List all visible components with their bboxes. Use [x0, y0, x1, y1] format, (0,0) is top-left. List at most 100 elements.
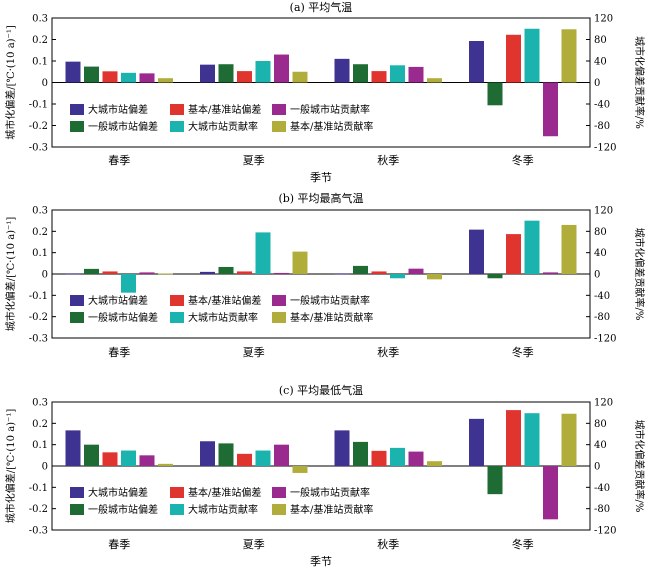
- bar-gen-bias: [353, 265, 368, 274]
- legend-swatch-gen-bias: [70, 312, 84, 323]
- right-tick-label: -80: [594, 312, 610, 323]
- y-axis-label: 城市化偏差/[℃·(10 a)⁻¹]: [4, 25, 17, 140]
- legend-label-big-contrib: 大城市站贡献率: [188, 503, 258, 516]
- legend-label-big-bias: 大城市站偏差: [88, 294, 148, 307]
- left-tick-label: -0.3: [29, 526, 48, 537]
- y-axis-label: 城市化偏差/[℃·(10 a)⁻¹]: [4, 217, 17, 332]
- bar-big-contrib: [524, 28, 540, 83]
- left-tick-label: 0: [42, 78, 48, 89]
- right-tick-label: -80: [594, 121, 610, 132]
- legend-label-gen-contrib: 一般城市站贡献率: [290, 103, 370, 116]
- bar-gen-contrib: [408, 451, 424, 466]
- category-label: 夏季: [243, 346, 265, 359]
- bar-base-contrib: [292, 466, 308, 473]
- category-label: 冬季: [512, 537, 534, 551]
- left-tick-label: -0.2: [29, 312, 48, 323]
- bar-gen-bias: [218, 443, 234, 466]
- bar-gen-contrib: [274, 444, 289, 466]
- left-tick-label: -0.1: [29, 483, 48, 494]
- bar-base-bias: [506, 34, 521, 83]
- left-tick-label: 0.2: [32, 35, 48, 46]
- legend-label-gen-contrib: 一般城市站贡献率: [290, 486, 370, 499]
- category-label: 夏季: [243, 154, 265, 167]
- legend-label-big-bias: 大城市站偏差: [88, 103, 148, 116]
- bar-base-bias: [102, 71, 118, 83]
- right-tick-label: 40: [594, 248, 607, 259]
- left-tick-label: 0.3: [32, 398, 48, 409]
- bar-gen-bias: [84, 444, 99, 466]
- bar-gen-bias: [487, 466, 503, 495]
- legend-label-base-contrib: 基本/基准站贡献率: [290, 120, 373, 133]
- left-tick-label: 0.1: [32, 57, 48, 68]
- right-tick-label: 40: [594, 57, 607, 68]
- right-tick-label: 120: [594, 206, 613, 217]
- legend-swatch-big-bias: [70, 487, 84, 498]
- bar-big-bias: [65, 430, 81, 466]
- bar-base-contrib: [292, 71, 308, 83]
- legend-swatch-gen-contrib: [272, 487, 286, 498]
- bar-base-bias: [506, 410, 521, 466]
- bar-big-bias: [469, 418, 484, 466]
- bar-gen-contrib: [408, 268, 424, 274]
- bar-big-contrib: [524, 220, 540, 274]
- bar-base-contrib: [427, 274, 442, 280]
- bar-gen-contrib: [274, 272, 289, 274]
- bar-gen-contrib: [139, 272, 155, 274]
- legend-label-big-contrib: 大城市站贡献率: [188, 311, 258, 324]
- legend-label-base-contrib: 基本/基准站贡献率: [290, 311, 373, 324]
- category-label: 春季: [108, 346, 130, 359]
- bar-gen-contrib: [543, 82, 558, 137]
- legend-swatch-base-bias: [170, 487, 184, 498]
- legend-label-big-contrib: 大城市站贡献率: [188, 120, 258, 133]
- legend-label-base-bias: 基本/基准站偏差: [188, 294, 261, 307]
- legend-label-gen-bias: 一般城市站偏差: [88, 311, 158, 324]
- bar-big-contrib: [390, 65, 405, 83]
- category-label: 秋季: [377, 345, 399, 359]
- bar-big-bias: [469, 229, 484, 274]
- legend-swatch-base-contrib: [272, 312, 286, 323]
- left-tick-label: -0.2: [29, 121, 48, 132]
- right-tick-label: 80: [594, 227, 607, 238]
- right-tick-label: -120: [594, 334, 616, 345]
- bar-big-bias: [200, 64, 215, 83]
- bar-base-contrib: [561, 29, 577, 83]
- legend-label-base-bias: 基本/基准站偏差: [188, 103, 261, 116]
- bar-big-contrib: [255, 61, 271, 83]
- legend-swatch-big-bias: [70, 104, 84, 115]
- bar-big-contrib: [390, 274, 405, 279]
- chart-title: (a) 平均气温: [290, 0, 353, 14]
- y2-axis-label: 城市化偏差贡献率/%: [633, 228, 646, 321]
- legend-swatch-big-contrib: [170, 312, 184, 323]
- left-tick-label: 0: [42, 270, 48, 281]
- legend-label-big-bias: 大城市站偏差: [88, 486, 148, 499]
- bar-gen-bias: [353, 441, 368, 466]
- left-tick-label: 0.2: [32, 419, 48, 430]
- legend-swatch-base-bias: [170, 104, 184, 115]
- left-tick-label: 0.3: [32, 206, 48, 217]
- category-label: 夏季: [243, 538, 265, 551]
- bar-gen-contrib: [543, 466, 558, 520]
- bar-gen-bias: [84, 66, 99, 83]
- bar-base-contrib: [427, 78, 442, 83]
- bar-base-contrib: [561, 413, 577, 466]
- legend-label-base-bias: 基本/基准站偏差: [188, 486, 261, 499]
- category-label: 春季: [108, 538, 130, 551]
- x-axis-label: 季节: [310, 555, 332, 568]
- right-tick-label: 40: [594, 440, 607, 451]
- bar-big-contrib: [121, 274, 136, 293]
- bar-gen-contrib: [543, 272, 558, 274]
- right-tick-label: -40: [594, 100, 610, 111]
- bar-base-bias: [371, 71, 387, 83]
- legend-label-gen-contrib: 一般城市站贡献率: [290, 294, 370, 307]
- bar-gen-contrib: [274, 54, 289, 83]
- bar-base-contrib: [427, 461, 442, 466]
- right-tick-label: -40: [594, 483, 610, 494]
- bar-base-contrib: [158, 463, 173, 466]
- bar-gen-contrib: [408, 66, 424, 83]
- chart-title: (b) 平均最高气温: [278, 191, 363, 205]
- legend-swatch-big-contrib: [170, 121, 184, 132]
- category-label: 冬季: [512, 153, 534, 167]
- bar-base-bias: [506, 234, 521, 274]
- right-tick-label: 0: [594, 78, 600, 89]
- bar-big-bias: [334, 273, 350, 275]
